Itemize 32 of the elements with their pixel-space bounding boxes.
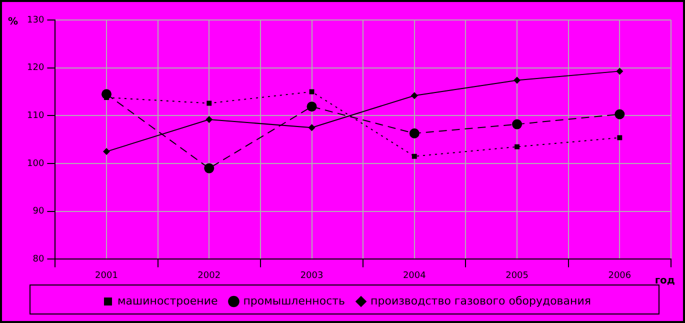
point xyxy=(206,116,213,124)
y-tick-label: 120 xyxy=(26,63,44,74)
y-tick-label: 100 xyxy=(26,158,44,169)
point xyxy=(102,148,110,156)
x-tick-label: 2004 xyxy=(402,270,426,281)
legend-label: машиностроение xyxy=(118,294,218,308)
y-tick-label: 90 xyxy=(32,206,44,217)
point xyxy=(514,144,520,150)
x-axis-title: год xyxy=(654,276,675,287)
y-tick-label: 80 xyxy=(32,254,44,265)
point xyxy=(409,128,420,138)
x-tick-label: 2001 xyxy=(95,270,118,281)
x-tick-label: 2002 xyxy=(198,270,221,281)
x-tick-label: 2006 xyxy=(608,270,632,281)
point xyxy=(514,76,521,84)
point xyxy=(308,124,316,132)
point xyxy=(412,154,417,159)
point xyxy=(617,135,622,140)
point xyxy=(614,109,625,120)
x-tick-label: 2003 xyxy=(300,270,324,281)
point xyxy=(204,163,214,174)
y-axis-title: % xyxy=(8,16,18,28)
legend-label: производство газового оборудования xyxy=(370,294,591,308)
legend-label: промышленность xyxy=(243,294,346,308)
point xyxy=(410,92,418,100)
x-tick-label: 2005 xyxy=(506,270,528,281)
point xyxy=(306,102,317,112)
y-tick-label: 110 xyxy=(26,111,44,122)
point xyxy=(206,100,212,106)
point xyxy=(616,68,624,75)
y-tick-label: 130 xyxy=(26,15,44,26)
point xyxy=(512,119,522,130)
